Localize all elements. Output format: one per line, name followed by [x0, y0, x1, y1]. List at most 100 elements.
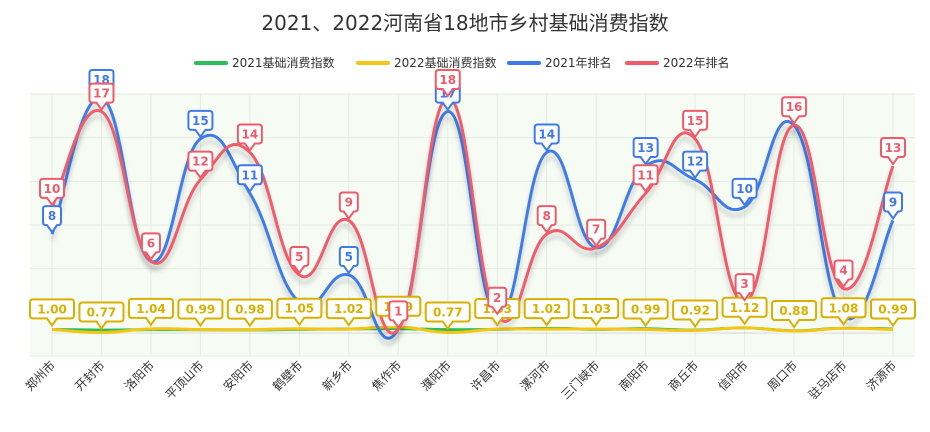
- data-label-text: 18: [439, 73, 456, 87]
- data-label-box: [338, 191, 359, 221]
- data-label-text: 0.92: [680, 303, 710, 317]
- data-label-box: [88, 82, 115, 112]
- x-tick-label: 济源市: [863, 358, 899, 394]
- data-label-text: 5: [295, 250, 303, 264]
- x-tick-label: 南阳市: [616, 358, 652, 394]
- data-label: 0.99: [622, 298, 669, 328]
- data-label-text: 15: [192, 114, 209, 128]
- data-label-box: [820, 297, 867, 327]
- data-label: 17: [88, 82, 115, 112]
- data-label: 1.08: [820, 297, 867, 327]
- data-label: 18: [434, 69, 461, 98]
- legend-label: 2022年排名: [663, 55, 730, 70]
- data-label-box: [388, 300, 409, 330]
- data-label-text: 0.99: [631, 303, 661, 317]
- series-line: [51, 325, 894, 335]
- legend-label: 2021基础消费指数: [232, 55, 335, 70]
- x-tick-label: 开封市: [72, 358, 108, 394]
- data-label-box: [833, 259, 854, 289]
- data-label-text: 0.98: [235, 303, 265, 317]
- data-label: 1.04: [127, 297, 174, 327]
- data-label-box: [880, 137, 906, 166]
- data-label: 0.77: [78, 301, 125, 331]
- data-label-text: 12: [192, 155, 209, 169]
- series-line: [50, 96, 895, 335]
- x-tick-label: 驻马店市: [805, 358, 850, 403]
- data-label: 14: [533, 123, 560, 153]
- data-label-text: 11: [637, 168, 654, 182]
- data-label: 10: [39, 177, 65, 207]
- data-label: 5: [289, 245, 310, 275]
- data-label-text: 1.02: [334, 302, 364, 316]
- data-label: 0.99: [870, 298, 916, 328]
- data-label-box: [781, 96, 808, 125]
- data-label-text: 9: [345, 196, 353, 210]
- data-label: 0.77: [424, 301, 471, 331]
- data-label-box: [236, 123, 263, 153]
- data-label-box: [883, 191, 903, 221]
- data-label-text: 14: [538, 127, 555, 141]
- data-label-text: 2: [493, 291, 501, 305]
- data-label-box: [632, 137, 659, 166]
- data-label: 0.98: [226, 298, 273, 328]
- x-tick-label: 平顶山市: [162, 358, 207, 403]
- data-label-box: [29, 298, 75, 328]
- x-tick-label: 濮阳市: [418, 358, 454, 394]
- data-label-box: [177, 298, 224, 328]
- x-tick-label: 许昌市: [467, 358, 503, 394]
- legend-item[interactable]: 2022基础消费指数: [356, 55, 497, 70]
- legend-item[interactable]: 2022年排名: [625, 55, 730, 70]
- data-label-text: 17: [93, 87, 110, 101]
- data-label-text: 16: [786, 100, 803, 114]
- data-label: 15: [187, 109, 214, 139]
- data-label: 1.02: [523, 298, 570, 327]
- legend-item[interactable]: 2021基础消费指数: [194, 55, 335, 70]
- data-label-text: 1.00: [37, 302, 67, 316]
- data-label-text: 1.02: [532, 302, 562, 316]
- x-tick-label: 漯河市: [517, 358, 553, 394]
- x-tick-label: 商丘市: [665, 358, 701, 394]
- data-label: 15: [682, 109, 709, 139]
- series-path: [50, 96, 895, 335]
- legend[interactable]: 2021基础消费指数 2022基础消费指数 2021年排名 2022年排名: [194, 55, 730, 70]
- data-label-box: [42, 205, 62, 234]
- data-label-box: [533, 123, 560, 153]
- data-label-box: [39, 177, 65, 207]
- data-label-box: [127, 297, 174, 327]
- data-label-box: [586, 218, 607, 248]
- data-label-box: [771, 300, 818, 329]
- data-label-text: 1.03: [581, 302, 611, 316]
- data-label-text: 13: [637, 141, 654, 155]
- series-lines: [50, 96, 895, 340]
- data-label: 13: [880, 137, 906, 166]
- data-label: 6: [140, 232, 161, 262]
- data-label-text: 5: [345, 250, 353, 264]
- data-label-box: [325, 298, 372, 327]
- data-label: 2: [487, 286, 508, 316]
- data-label: 0.92: [672, 299, 719, 329]
- legend-item[interactable]: 2021年排名: [507, 55, 612, 70]
- x-tick-label: 三门峡市: [558, 358, 603, 403]
- data-label: 11: [632, 164, 659, 193]
- data-label: 0.99: [177, 298, 224, 328]
- data-label-box: [523, 298, 570, 327]
- data-label: 7: [586, 218, 607, 248]
- data-label-box: [140, 232, 161, 262]
- x-tick-label: 周口市: [764, 358, 800, 394]
- data-label-text: 1.04: [136, 302, 166, 316]
- data-label-box: [187, 150, 214, 180]
- data-label-box: [734, 273, 755, 302]
- data-label-box: [226, 298, 273, 328]
- data-label: 1.03: [573, 297, 620, 327]
- data-label-box: [338, 245, 359, 275]
- data-label: 11: [236, 164, 263, 193]
- data-label-text: 0.99: [186, 303, 216, 317]
- data-label-box: [870, 298, 916, 328]
- data-label: 4: [833, 259, 854, 289]
- data-label-box: [682, 150, 709, 180]
- data-label-box: [721, 296, 768, 326]
- data-label: 1.05: [276, 297, 323, 327]
- data-label-text: 14: [242, 127, 259, 141]
